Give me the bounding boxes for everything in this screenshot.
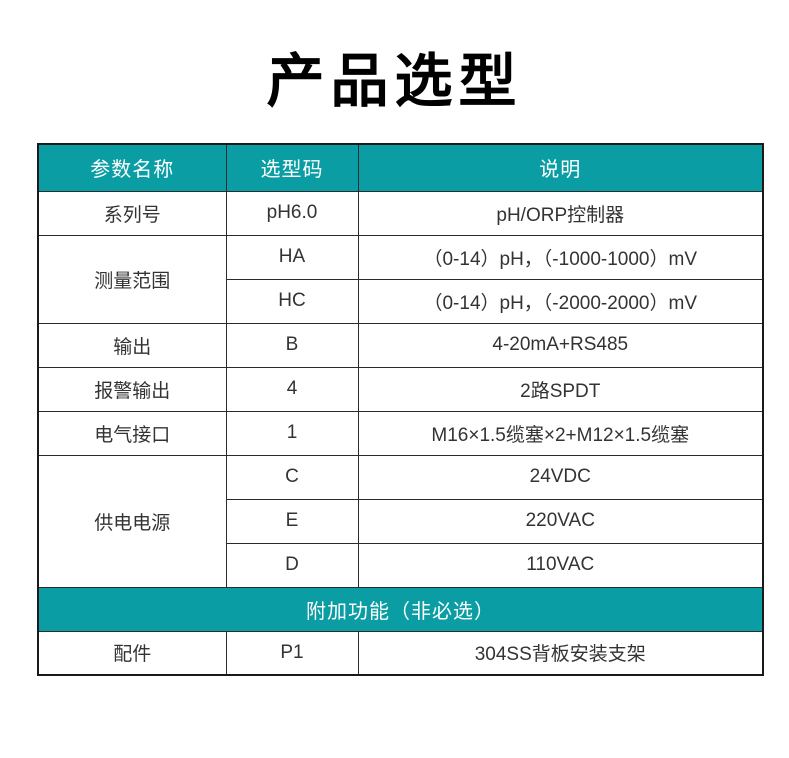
cell-power-param: 供电电源 [37,454,227,588]
table-row-addon-section: 附加功能（非必选） [37,586,764,632]
cell-electrical-code: 1 [225,410,359,456]
cell-alarm-desc: 2路SPDT [357,366,764,412]
table-row-series: 系列号 pH6.0 pH/ORP控制器 [37,190,764,236]
cell-electrical-param: 电气接口 [37,410,227,456]
table-row-power-d: D 110VAC [38,542,764,588]
table-row-power-e: E 220VAC [38,498,764,544]
cell-power-e-desc: 220VAC [357,498,764,544]
cell-series-code: pH6.0 [225,190,359,236]
header-selection-code: 选型码 [225,143,359,192]
cell-power-c-desc: 24VDC [357,454,764,500]
cell-accessory-code: P1 [225,630,359,676]
header-description: 说明 [357,143,764,192]
cell-electrical-desc: M16×1.5缆塞×2+M12×1.5缆塞 [357,410,764,456]
cell-alarm-param: 报警输出 [37,366,227,412]
page-title: 产品选型 [266,49,523,114]
cell-range-hc-desc: （0-14）pH，（-2000-2000）mV [357,278,764,324]
cell-series-param: 系列号 [37,190,227,236]
cell-output-param: 输出 [37,322,227,368]
table-row-power-c: 供电电源 C 24VDC [37,454,764,588]
cell-alarm-code: 4 [225,366,359,412]
cell-addon-section-label: 附加功能（非必选） [37,586,764,632]
cell-series-desc: pH/ORP控制器 [357,190,764,236]
cell-power-e-code: E [225,498,359,544]
table-row-electrical: 电气接口 1 M16×1.5缆塞×2+M12×1.5缆塞 [37,410,764,456]
header-param-name: 参数名称 [37,143,227,192]
cell-output-code: B [225,322,359,368]
cell-range-hc-code: HC [225,278,359,324]
cell-accessory-param: 配件 [37,630,227,676]
table-row-accessory: 配件 P1 304SS背板安装支架 [37,630,764,676]
table-header-row: 参数名称 选型码 说明 [37,143,764,192]
cell-accessory-desc: 304SS背板安装支架 [357,630,764,676]
cell-range-ha-desc: （0-14）pH，（-1000-1000）mV [357,234,764,280]
cell-power-d-code: D [225,542,359,588]
table-row-output: 输出 B 4-20mA+RS485 [37,322,764,368]
cell-power-c-code: C [225,454,359,500]
table-row-alarm: 报警输出 4 2路SPDT [37,366,764,412]
table-row-range-hc: HC （0-14）pH，（-2000-2000）mV [38,278,764,324]
table-row-range-ha: 测量范围 HA （0-14）pH，（-1000-1000）mV [37,234,764,324]
cell-range-ha-code: HA [225,234,359,280]
cell-output-desc: 4-20mA+RS485 [357,322,764,368]
product-selection-table: 参数名称 选型码 说明 系列号 pH6.0 pH/ORP控制器 测量范围 HA … [37,143,764,676]
cell-range-param: 测量范围 [37,234,227,324]
cell-power-d-desc: 110VAC [357,542,764,588]
